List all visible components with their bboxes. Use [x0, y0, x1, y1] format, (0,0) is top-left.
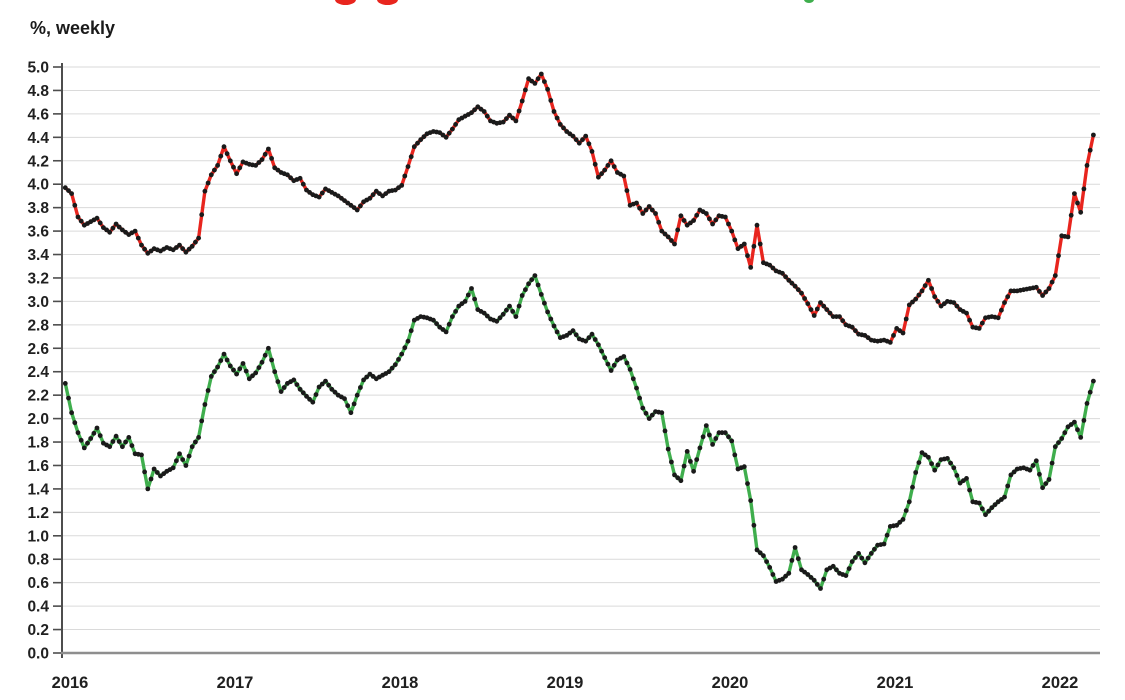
axes: [53, 63, 1100, 658]
y-tick-label: 4.4: [27, 130, 49, 147]
y-tick-label: 2.6: [27, 341, 49, 358]
y-tick-label: 0.0: [27, 646, 49, 663]
y-axis-labels: 0.0 0.2 0.4 0.6 0.8 1.0 1.2 1.4 1.6 1.8 2.0 2.2 2.4 2…: [27, 60, 49, 663]
x-tick-label: 2020: [712, 674, 749, 692]
y-tick-label: 1.4: [27, 481, 49, 498]
y-tick-label: 0.8: [27, 552, 49, 569]
data-series: [62, 71, 1096, 591]
lower-green-series: [62, 273, 1096, 591]
y-tick-label: 3.4: [27, 247, 49, 264]
y-tick-label: 3.6: [27, 224, 49, 241]
x-tick-label: 2022: [1042, 674, 1079, 692]
y-tick-label: 3.2: [27, 270, 49, 287]
y-tick-label: 5.0: [27, 60, 49, 77]
y-tick-label: 4.6: [27, 106, 49, 123]
y-tick-label: 2.0: [27, 411, 49, 428]
units-label: %, weekly: [30, 18, 116, 38]
title-descender-fragment: [335, 0, 356, 5]
y-tick-label: 0.4: [27, 599, 49, 616]
y-tick-label: 0.6: [27, 575, 49, 592]
upper-red-series: [62, 71, 1096, 345]
x-axis-labels: 2016 2017 2018 2019 2020 2021 2022: [52, 674, 1079, 692]
x-tick-label: 2019: [547, 674, 584, 692]
y-tick-label: 2.2: [27, 388, 49, 405]
x-tick-label: 2021: [877, 674, 914, 692]
y-tick-label: 4.8: [27, 83, 49, 100]
y-tick-label: 1.6: [27, 458, 49, 475]
title-descender-fragment: [377, 0, 398, 5]
y-tick-label: 0.2: [27, 622, 49, 639]
y-tick-label: 4.0: [27, 177, 49, 194]
x-tick-label: 2016: [52, 674, 89, 692]
y-tick-label: 4.2: [27, 153, 49, 170]
gridlines: [62, 66, 1100, 631]
y-tick-label: 1.2: [27, 505, 49, 522]
x-tick-label: 2017: [217, 674, 254, 692]
x-tick-label: 2018: [382, 674, 419, 692]
title-descender-fragment: [804, 0, 814, 3]
y-tick-label: 3.0: [27, 294, 49, 311]
y-tick-label: 3.8: [27, 200, 49, 217]
y-tick-label: 2.4: [27, 364, 49, 381]
y-tick-label: 2.8: [27, 317, 49, 334]
y-tick-label: 1.0: [27, 528, 49, 545]
y-tick-label: 1.8: [27, 435, 49, 452]
